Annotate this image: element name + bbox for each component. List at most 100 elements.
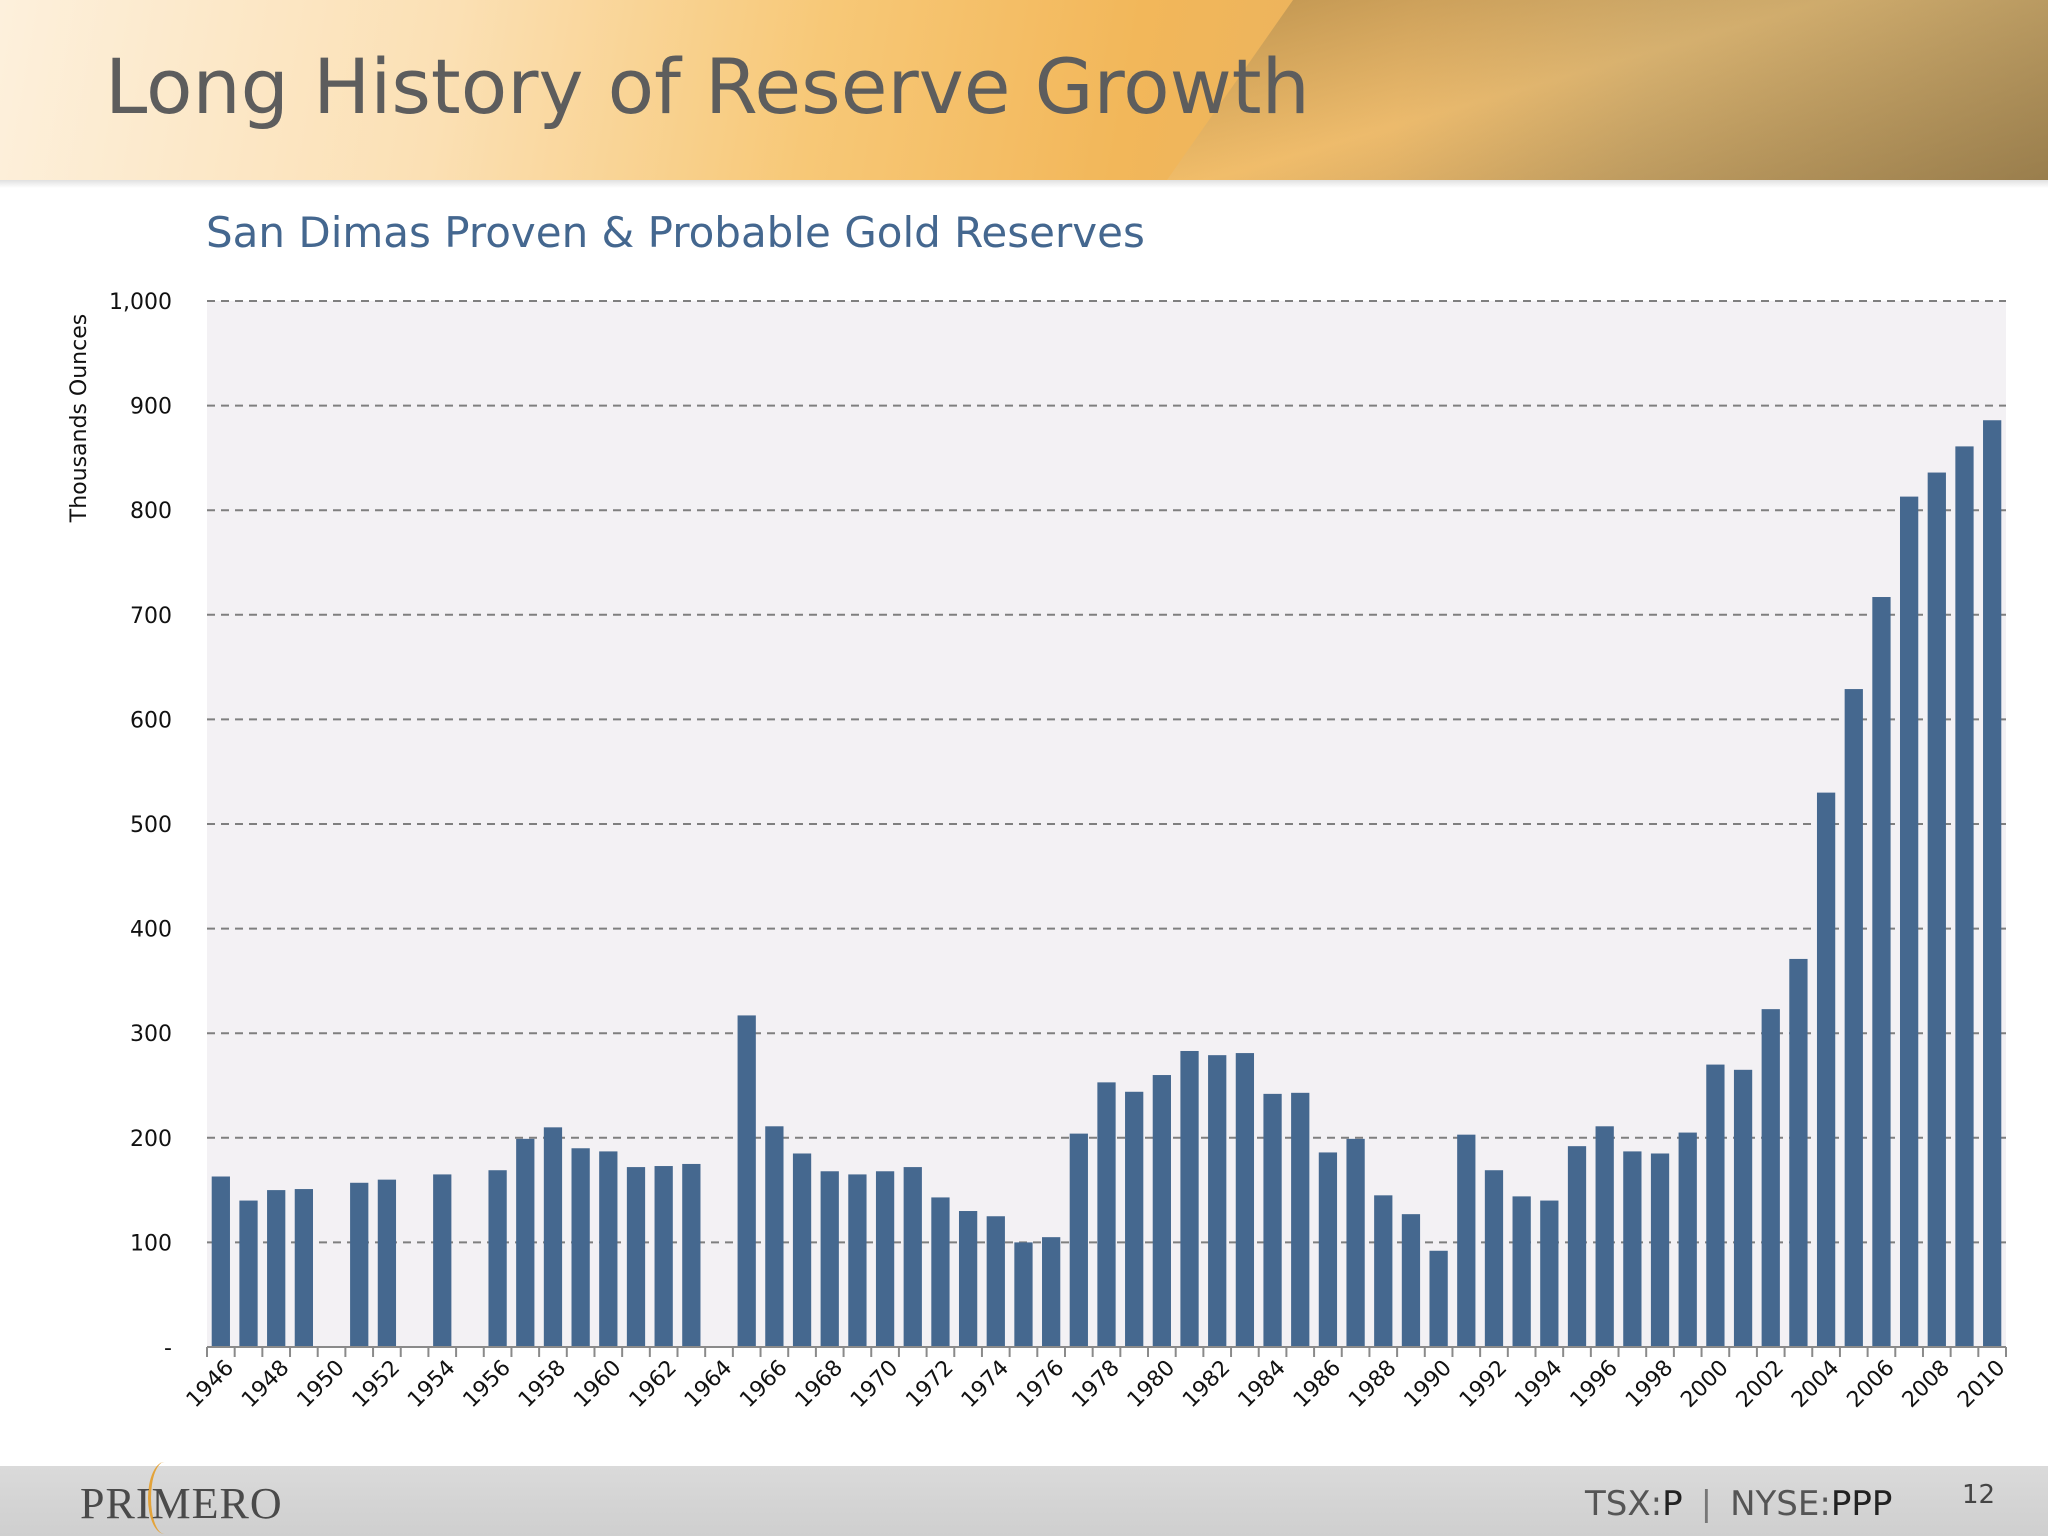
- bar-2002: [1761, 1009, 1780, 1347]
- nyse-symbol: PPP: [1830, 1484, 1893, 1524]
- y-tick-label: 700: [130, 604, 172, 629]
- bar-1997: [1623, 1151, 1642, 1347]
- x-tick-label: 2002: [1732, 1356, 1789, 1413]
- bar-1996: [1595, 1126, 1614, 1347]
- x-tick-label: 1980: [1123, 1356, 1180, 1413]
- y-axis-label: Thousands Ounces: [67, 314, 92, 523]
- bar-1998: [1650, 1153, 1670, 1347]
- tsx-symbol: P: [1662, 1484, 1683, 1524]
- y-tick-label: 1,000: [109, 290, 172, 315]
- x-tick-label: 1966: [735, 1356, 792, 1413]
- bar-1951: [350, 1182, 369, 1347]
- ticker-separator: |: [1700, 1484, 1713, 1524]
- x-tick-label: 1990: [1400, 1356, 1457, 1413]
- bar-1975: [1014, 1242, 1033, 1347]
- x-tick-label: 1978: [1067, 1356, 1124, 1413]
- bar-1994: [1540, 1200, 1559, 1347]
- bar-2001: [1733, 1069, 1753, 1347]
- x-tick-label: 1948: [237, 1356, 294, 1413]
- logo-swoosh-icon: [148, 1462, 181, 1534]
- x-tick-label: 1960: [569, 1356, 626, 1413]
- bar-1977: [1069, 1133, 1088, 1347]
- bar-1952: [377, 1179, 397, 1347]
- x-tick-label: 1956: [459, 1356, 516, 1413]
- bar-2003: [1789, 958, 1808, 1347]
- bar-1980: [1152, 1075, 1171, 1347]
- company-logo: PRIMERO: [80, 1479, 283, 1528]
- x-tick-label: 1962: [625, 1356, 682, 1413]
- x-tick-label: 2006: [1842, 1356, 1899, 1413]
- x-tick-label: 1994: [1510, 1356, 1567, 1413]
- bar-1991: [1457, 1134, 1476, 1347]
- bar-1958: [543, 1127, 563, 1347]
- x-tick-label: 1958: [514, 1356, 571, 1413]
- y-tick-label: 200: [130, 1127, 172, 1152]
- x-tick-label: 1950: [293, 1356, 350, 1413]
- x-tick-label: 1954: [403, 1356, 460, 1413]
- y-tick-label: -: [164, 1336, 172, 1361]
- bar-1981: [1180, 1050, 1199, 1347]
- bar-2005: [1844, 689, 1863, 1347]
- x-tick-label: 1968: [791, 1356, 848, 1413]
- x-tick-label: 1992: [1455, 1356, 1512, 1413]
- x-tick-label: 1972: [901, 1356, 958, 1413]
- bar-1988: [1374, 1195, 1393, 1347]
- y-tick-label: 100: [130, 1231, 172, 1256]
- bar-2006: [1872, 597, 1891, 1347]
- bar-1947: [239, 1200, 258, 1347]
- x-tick-label: 1974: [957, 1356, 1014, 1413]
- bar-1965: [737, 1015, 756, 1347]
- bar-1959: [571, 1148, 590, 1347]
- bar-1995: [1567, 1146, 1587, 1347]
- bar-1963: [682, 1163, 701, 1347]
- bar-1990: [1429, 1250, 1448, 1347]
- bar-1971: [903, 1167, 922, 1347]
- x-tick-label: 2010: [1953, 1356, 2010, 1413]
- x-tick-label: 1952: [348, 1356, 405, 1413]
- bar-2010: [1983, 420, 2002, 1347]
- y-tick-label: 900: [130, 395, 172, 420]
- bar-2000: [1706, 1064, 1725, 1347]
- y-tick-label: 800: [130, 499, 172, 524]
- bar-1986: [1318, 1152, 1338, 1347]
- bar-1979: [1125, 1091, 1144, 1347]
- bar-1974: [986, 1216, 1005, 1347]
- bar-1970: [875, 1171, 895, 1347]
- x-tick-label: 1946: [182, 1356, 239, 1413]
- bar-1985: [1291, 1092, 1310, 1347]
- x-tick-label: 1988: [1344, 1356, 1401, 1413]
- bar-1946: [211, 1176, 230, 1347]
- x-tick-label: 1996: [1566, 1356, 1623, 1413]
- bar-1992: [1484, 1170, 1504, 1347]
- bar-1967: [792, 1153, 812, 1347]
- nyse-label: NYSE:: [1730, 1484, 1831, 1524]
- y-tick-label: 500: [130, 813, 172, 838]
- y-tick-label: 600: [130, 708, 172, 733]
- x-tick-label: 1986: [1289, 1356, 1346, 1413]
- stock-tickers: TSX:P | NYSE:PPP: [1585, 1484, 1892, 1524]
- bar-1949: [294, 1189, 314, 1347]
- bar-1989: [1401, 1214, 1421, 1347]
- bar-2009: [1955, 446, 1974, 1347]
- bar-2008: [1927, 472, 1946, 1347]
- bar-1962: [654, 1166, 673, 1347]
- bar-1987: [1346, 1138, 1365, 1347]
- bar-1982: [1208, 1055, 1227, 1347]
- bar-1957: [516, 1138, 535, 1347]
- bar-1961: [626, 1167, 646, 1347]
- x-tick-label: 2008: [1898, 1356, 1955, 1413]
- bar-1956: [488, 1170, 507, 1347]
- x-tick-label: 1970: [846, 1356, 903, 1413]
- bar-2004: [1816, 792, 1836, 1347]
- bar-1984: [1263, 1093, 1282, 1347]
- x-tick-label: 2000: [1676, 1356, 1733, 1413]
- bar-2007: [1899, 496, 1919, 1347]
- slide-title: Long History of Reserve Growth: [105, 42, 1310, 131]
- header-shadow: [0, 180, 2048, 188]
- y-tick-label: 300: [130, 1022, 172, 1047]
- x-tick-label: 1964: [680, 1356, 737, 1413]
- page-number: 12: [1962, 1480, 1996, 1510]
- bar-1999: [1678, 1132, 1697, 1347]
- bar-1968: [820, 1171, 839, 1347]
- bar-1948: [267, 1190, 286, 1347]
